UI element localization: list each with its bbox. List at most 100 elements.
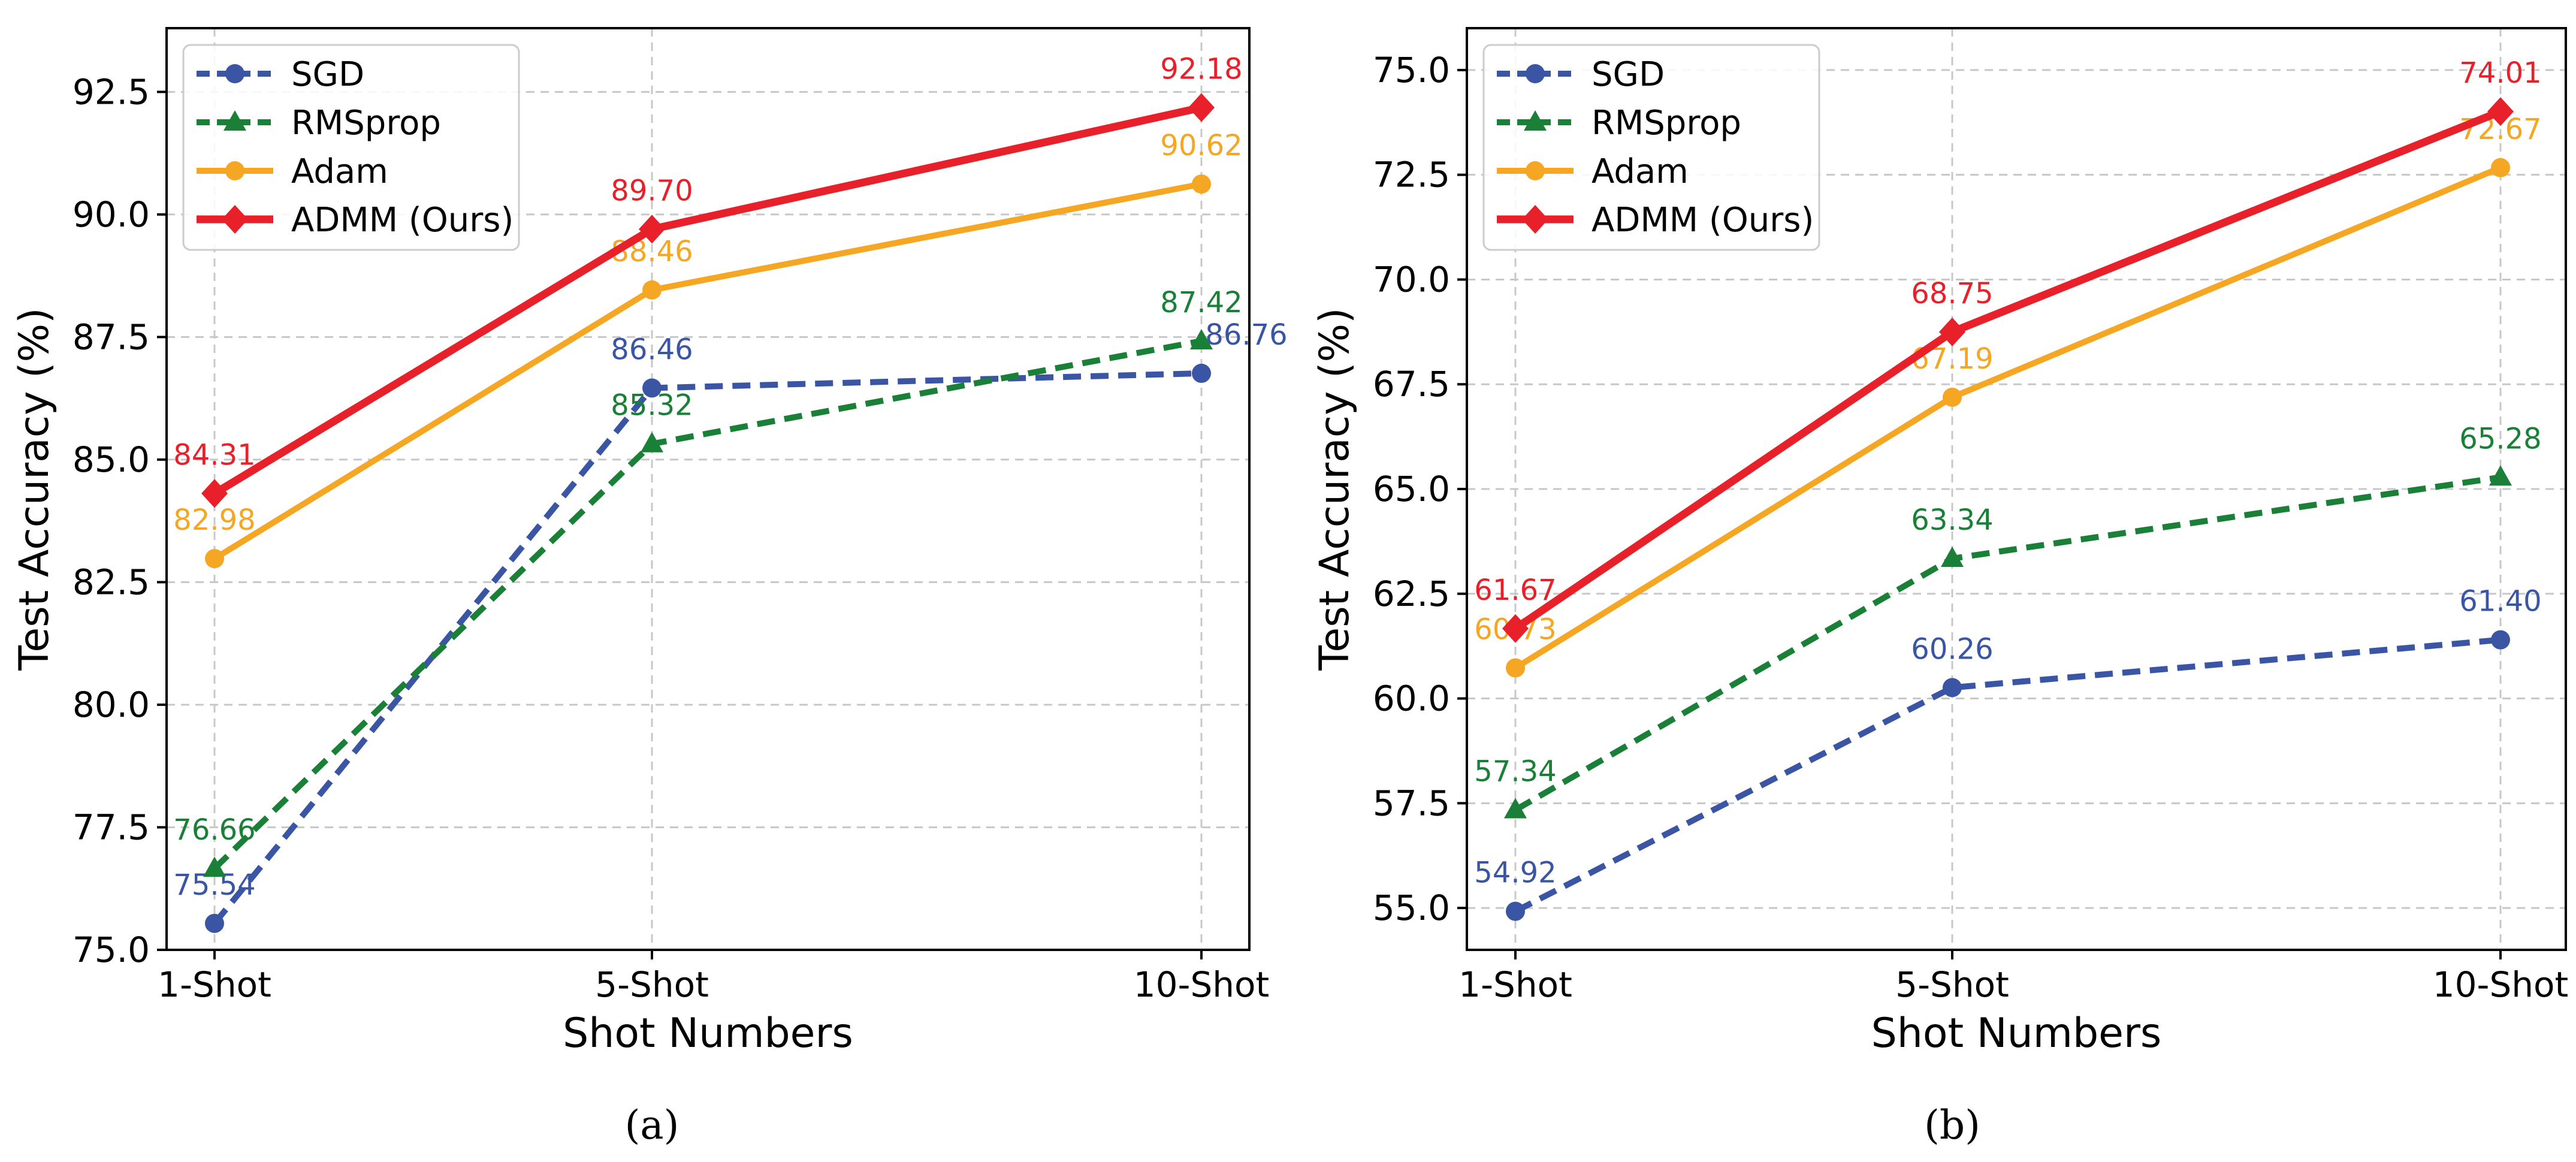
data-label: 86.76 xyxy=(1205,318,1287,352)
x-axis-label: Shot Numbers xyxy=(563,1010,853,1057)
y-tick-label: 62.5 xyxy=(1373,574,1450,614)
x-tick-label: 10-Shot xyxy=(1134,964,1270,1005)
y-tick-label: 92.5 xyxy=(73,71,150,112)
data-label: 76.66 xyxy=(173,813,255,847)
legend-label: ADMM (Ours) xyxy=(1591,201,1814,240)
legend-marker xyxy=(1522,205,1548,234)
y-tick-label: 90.0 xyxy=(73,194,150,235)
series-line-sgd xyxy=(1514,636,2501,914)
legend-marker xyxy=(222,205,248,234)
x-axis-label: Shot Numbers xyxy=(1871,1010,2162,1057)
data-label: 87.42 xyxy=(1160,286,1242,319)
legend-box xyxy=(182,44,520,251)
y-tick-label: 75.0 xyxy=(1373,50,1450,90)
legend-marker xyxy=(224,110,246,131)
data-point xyxy=(205,549,224,569)
data-label: 86.46 xyxy=(611,333,693,366)
data-point xyxy=(205,913,224,933)
data-point xyxy=(1506,901,1525,921)
y-tick-label: 87.5 xyxy=(73,316,150,357)
legend-marker xyxy=(225,161,244,180)
legend-box xyxy=(1482,44,1820,251)
data-point xyxy=(1192,363,1211,383)
data-point xyxy=(1943,387,1962,407)
y-tick-label: 55.0 xyxy=(1373,888,1450,928)
legend-label: SGD xyxy=(1591,55,1665,94)
legend-label: SGD xyxy=(291,55,364,94)
y-tick-label: 75.0 xyxy=(73,929,150,970)
data-label: 89.70 xyxy=(611,174,693,207)
data-label: 61.40 xyxy=(2459,585,2541,618)
data-point xyxy=(1939,317,1965,346)
x-tick-label: 5-Shot xyxy=(1895,964,2009,1005)
legend-label: RMSprop xyxy=(1591,104,1741,143)
data-label: 92.18 xyxy=(1160,53,1242,86)
data-point xyxy=(2487,97,2514,126)
x-tick-label: 10-Shot xyxy=(2433,964,2569,1005)
y-tick-label: 85.0 xyxy=(73,439,150,480)
y-tick-label: 65.0 xyxy=(1373,469,1450,509)
legend-label: RMSprop xyxy=(291,104,441,143)
data-point xyxy=(2489,465,2512,486)
data-label: 63.34 xyxy=(1911,503,1993,537)
legend-label: Adam xyxy=(1591,152,1689,191)
data-point xyxy=(642,280,662,300)
data-point xyxy=(639,215,665,244)
data-point xyxy=(201,479,228,508)
data-label: 60.26 xyxy=(1911,632,1993,666)
series-line-rmsprop xyxy=(212,338,1202,871)
data-label: 65.28 xyxy=(2459,422,2541,455)
y-tick-label: 60.0 xyxy=(1373,678,1450,719)
data-point xyxy=(1192,174,1211,194)
y-tick-label: 57.5 xyxy=(1373,783,1450,823)
x-tick-label: 5-Shot xyxy=(595,964,709,1005)
y-tick-label: 82.5 xyxy=(73,562,150,602)
data-label: 90.62 xyxy=(1160,129,1242,162)
y-tick-label: 70.0 xyxy=(1373,259,1450,300)
data-point xyxy=(642,378,662,398)
y-axis-label: Test Accuracy (%) xyxy=(11,307,58,671)
chart-panel-a: 75.0 77.5 80.0 82.5 85.0 87.5 90.0 92.5 1-Shot 5-… xyxy=(11,27,1288,1148)
y-tick-label: 72.5 xyxy=(1373,155,1450,195)
data-label: 74.01 xyxy=(2459,56,2541,90)
data-point xyxy=(1190,328,1213,349)
data-label: 82.98 xyxy=(173,503,255,537)
data-point xyxy=(1506,658,1525,678)
data-point xyxy=(2491,630,2510,650)
data-point xyxy=(1943,678,1962,698)
data-point xyxy=(1504,798,1527,819)
legend: SGD RMSprop Adam ADMM (Ours) xyxy=(182,44,520,251)
data-point xyxy=(1502,614,1529,643)
data-label: 57.34 xyxy=(1474,755,1556,789)
x-tick-label: 1-Shot xyxy=(158,964,271,1005)
data-label: 84.31 xyxy=(173,438,255,472)
legend-label: Adam xyxy=(291,152,388,191)
data-point xyxy=(1188,93,1215,122)
data-label: 68.75 xyxy=(1911,277,1993,310)
panel-caption: (a) xyxy=(625,1102,680,1148)
data-point xyxy=(1941,547,1964,568)
legend-marker xyxy=(225,64,244,83)
data-point xyxy=(2491,158,2510,177)
plot-frame xyxy=(1466,27,2567,951)
series-line-sgd xyxy=(212,370,1202,925)
legend-marker xyxy=(1526,161,1545,180)
y-tick-label: 67.5 xyxy=(1373,364,1450,405)
data-label: 61.67 xyxy=(1474,574,1556,607)
legend-marker xyxy=(1526,64,1545,83)
chart-panel-b: 55.0 57.5 60.0 62.5 65.0 67.5 70.0 72.5 75.0 1-Sh… xyxy=(1311,27,2569,1148)
legend: SGD RMSprop Adam ADMM (Ours) xyxy=(1482,44,1820,251)
data-point xyxy=(203,856,226,877)
plot-frame xyxy=(165,27,1251,951)
panel-caption: (b) xyxy=(1924,1102,1980,1148)
legend-label: ADMM (Ours) xyxy=(291,201,514,240)
data-label: 85.32 xyxy=(611,389,693,422)
y-tick-label: 80.0 xyxy=(73,684,150,725)
x-tick-label: 1-Shot xyxy=(1458,964,1572,1005)
data-label: 54.92 xyxy=(1474,856,1556,890)
y-axis-label: Test Accuracy (%) xyxy=(1311,307,1358,671)
legend-marker xyxy=(1524,110,1547,131)
y-tick-label: 77.5 xyxy=(73,807,150,847)
data-point xyxy=(641,431,663,452)
